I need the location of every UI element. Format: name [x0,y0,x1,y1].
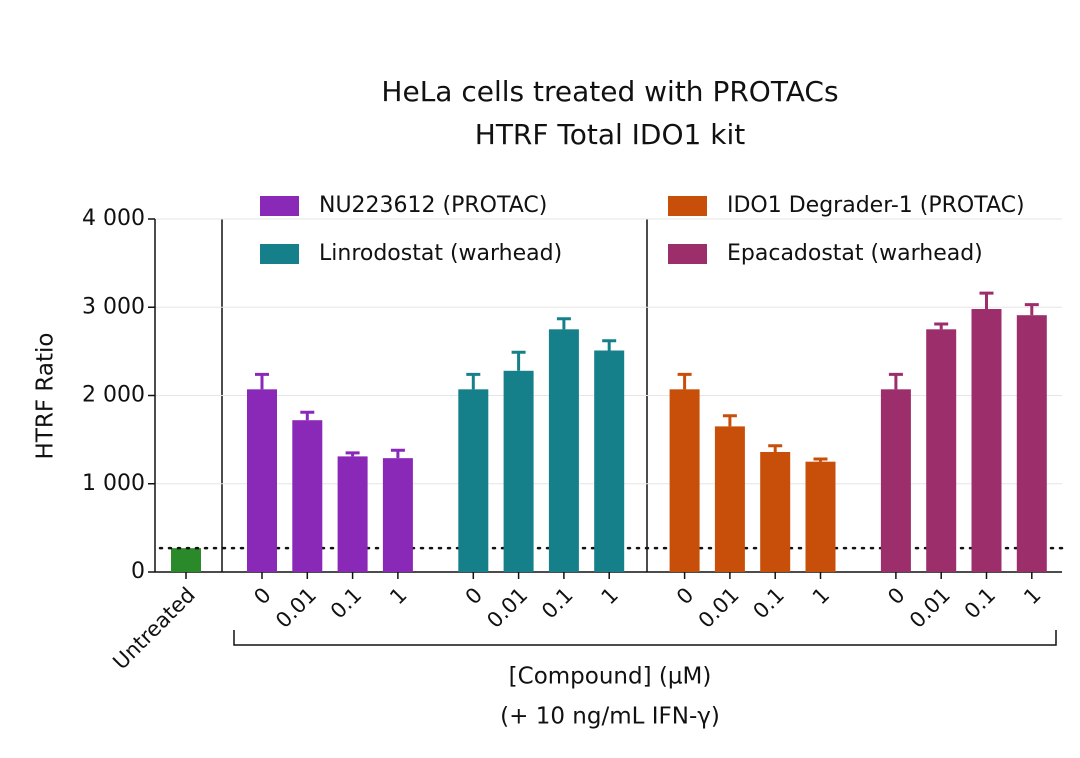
chart-title: HTRF Total IDO1 kit [475,118,745,151]
bar [760,451,791,572]
y-tick-label: 0 [131,559,145,584]
x-tick-label: 0.01 [694,583,744,633]
x-tick-label: 0.1 [960,583,1001,624]
bar [669,389,700,572]
error-bar [813,457,828,462]
legend-label: IDO1 Degrader-1 (PROTAC) [727,193,1025,218]
legend-swatch [260,196,299,216]
bar [382,458,413,572]
error-bar [345,451,360,457]
x-axis-label: [Compound] (µM) [509,664,712,690]
bracket [233,630,1057,646]
legend-swatch [668,244,707,264]
x-tick-label: 1 [385,583,411,609]
x-tick-label: 0.1 [537,583,578,624]
bar [805,461,836,572]
error-bar [979,291,994,310]
error-bar [888,372,903,390]
error-bar [511,350,526,371]
error-bar [768,444,783,452]
bar [458,389,489,572]
x-tick-label: 0 [461,583,487,609]
error-bar [466,372,481,390]
error-bar [677,372,692,390]
y-tick-label: 2 000 [82,383,145,408]
x-tick-label: 1 [808,583,834,609]
bar [1016,315,1047,572]
x-tick-label: 1 [597,583,623,609]
y-tick-label: 3 000 [82,294,145,319]
bar [548,329,579,572]
legend-label: NU223612 (PROTAC) [319,193,547,218]
x-axis-label: (+ 10 ng/mL IFN-γ) [500,704,720,730]
y-tick-label: 1 000 [82,471,145,496]
bar [971,309,1002,572]
x-tick-label: Untreated [108,583,199,674]
bar [171,548,201,572]
legend-swatch [668,196,707,216]
error-bar [722,414,737,427]
bar [714,426,745,572]
error-bar [602,339,617,351]
x-tick-label: 0.01 [271,583,321,633]
error-bar [300,410,315,421]
y-axis-label: HTRF Ratio [33,333,59,460]
bar [337,456,368,572]
x-tick-label: 0.01 [905,583,955,633]
x-tick-label: 0 [883,583,909,609]
error-bar [556,317,571,330]
bar [247,389,277,572]
x-tick-label: 0 [249,583,275,609]
legend-label: Linrodostat (warhead) [319,241,562,266]
x-tick-label: 0.1 [748,583,789,624]
error-bar [934,322,949,330]
y-tick-label: 4 000 [82,206,145,231]
chart-title: HeLa cells treated with PROTACs [381,75,838,108]
x-tick-label: 0.1 [326,583,367,624]
legend-label: Epacadostat (warhead) [727,241,983,266]
error-bar [255,372,269,390]
bar [594,350,625,572]
legend-swatch [260,244,299,264]
bar [880,389,911,572]
error-bar [1024,303,1039,316]
x-tick-label: 1 [1019,583,1045,609]
error-bar [390,448,405,459]
x-tick-label: 0 [672,583,698,609]
bar [926,329,957,572]
x-tick-label: 0.01 [482,583,532,633]
bar [503,370,534,572]
bar [292,420,323,572]
